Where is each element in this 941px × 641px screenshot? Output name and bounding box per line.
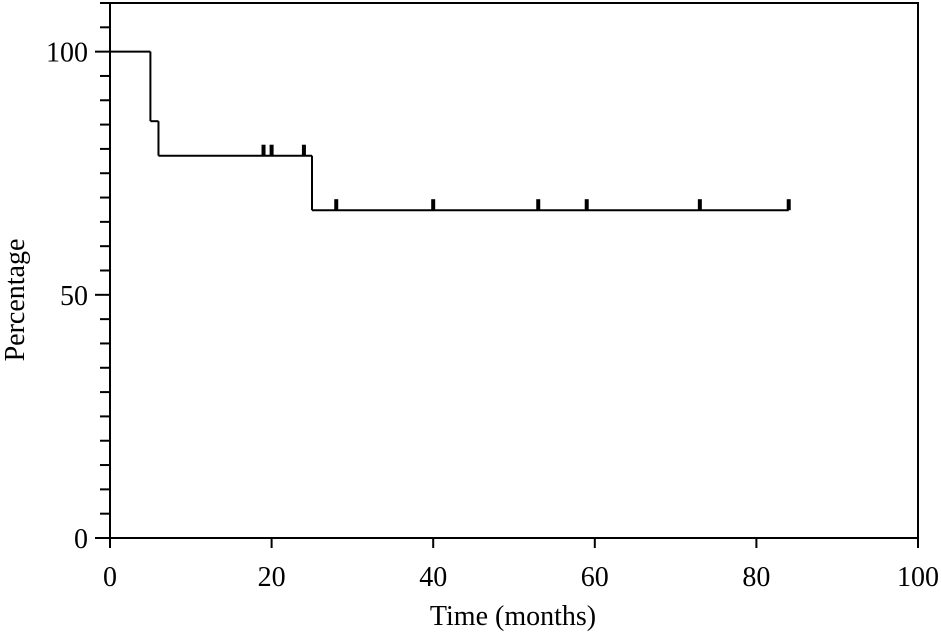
- x-tick-label: 20: [258, 562, 286, 593]
- censor-mark: [301, 144, 306, 156]
- censor-mark: [536, 199, 541, 211]
- x-tick-label: 80: [742, 562, 770, 593]
- plot-frame: [109, 2, 919, 539]
- censor-mark: [697, 199, 702, 211]
- censor-mark: [261, 144, 266, 156]
- x-tick-label: 0: [103, 562, 117, 593]
- y-tick-label: 100: [46, 38, 88, 69]
- censor-mark: [269, 144, 274, 156]
- x-tick-label: 40: [419, 562, 447, 593]
- censor-mark: [431, 199, 436, 211]
- x-tick-label: 60: [581, 562, 609, 593]
- y-tick-label: 0: [74, 524, 88, 555]
- x-tick-label: 100: [897, 562, 939, 593]
- y-tick-label: 50: [60, 281, 88, 312]
- censor-mark: [584, 199, 589, 211]
- censor-mark: [786, 199, 791, 211]
- censor-mark: [334, 199, 339, 211]
- x-axis-label: Time (months): [430, 601, 596, 632]
- y-axis-label: Percentage: [0, 239, 31, 362]
